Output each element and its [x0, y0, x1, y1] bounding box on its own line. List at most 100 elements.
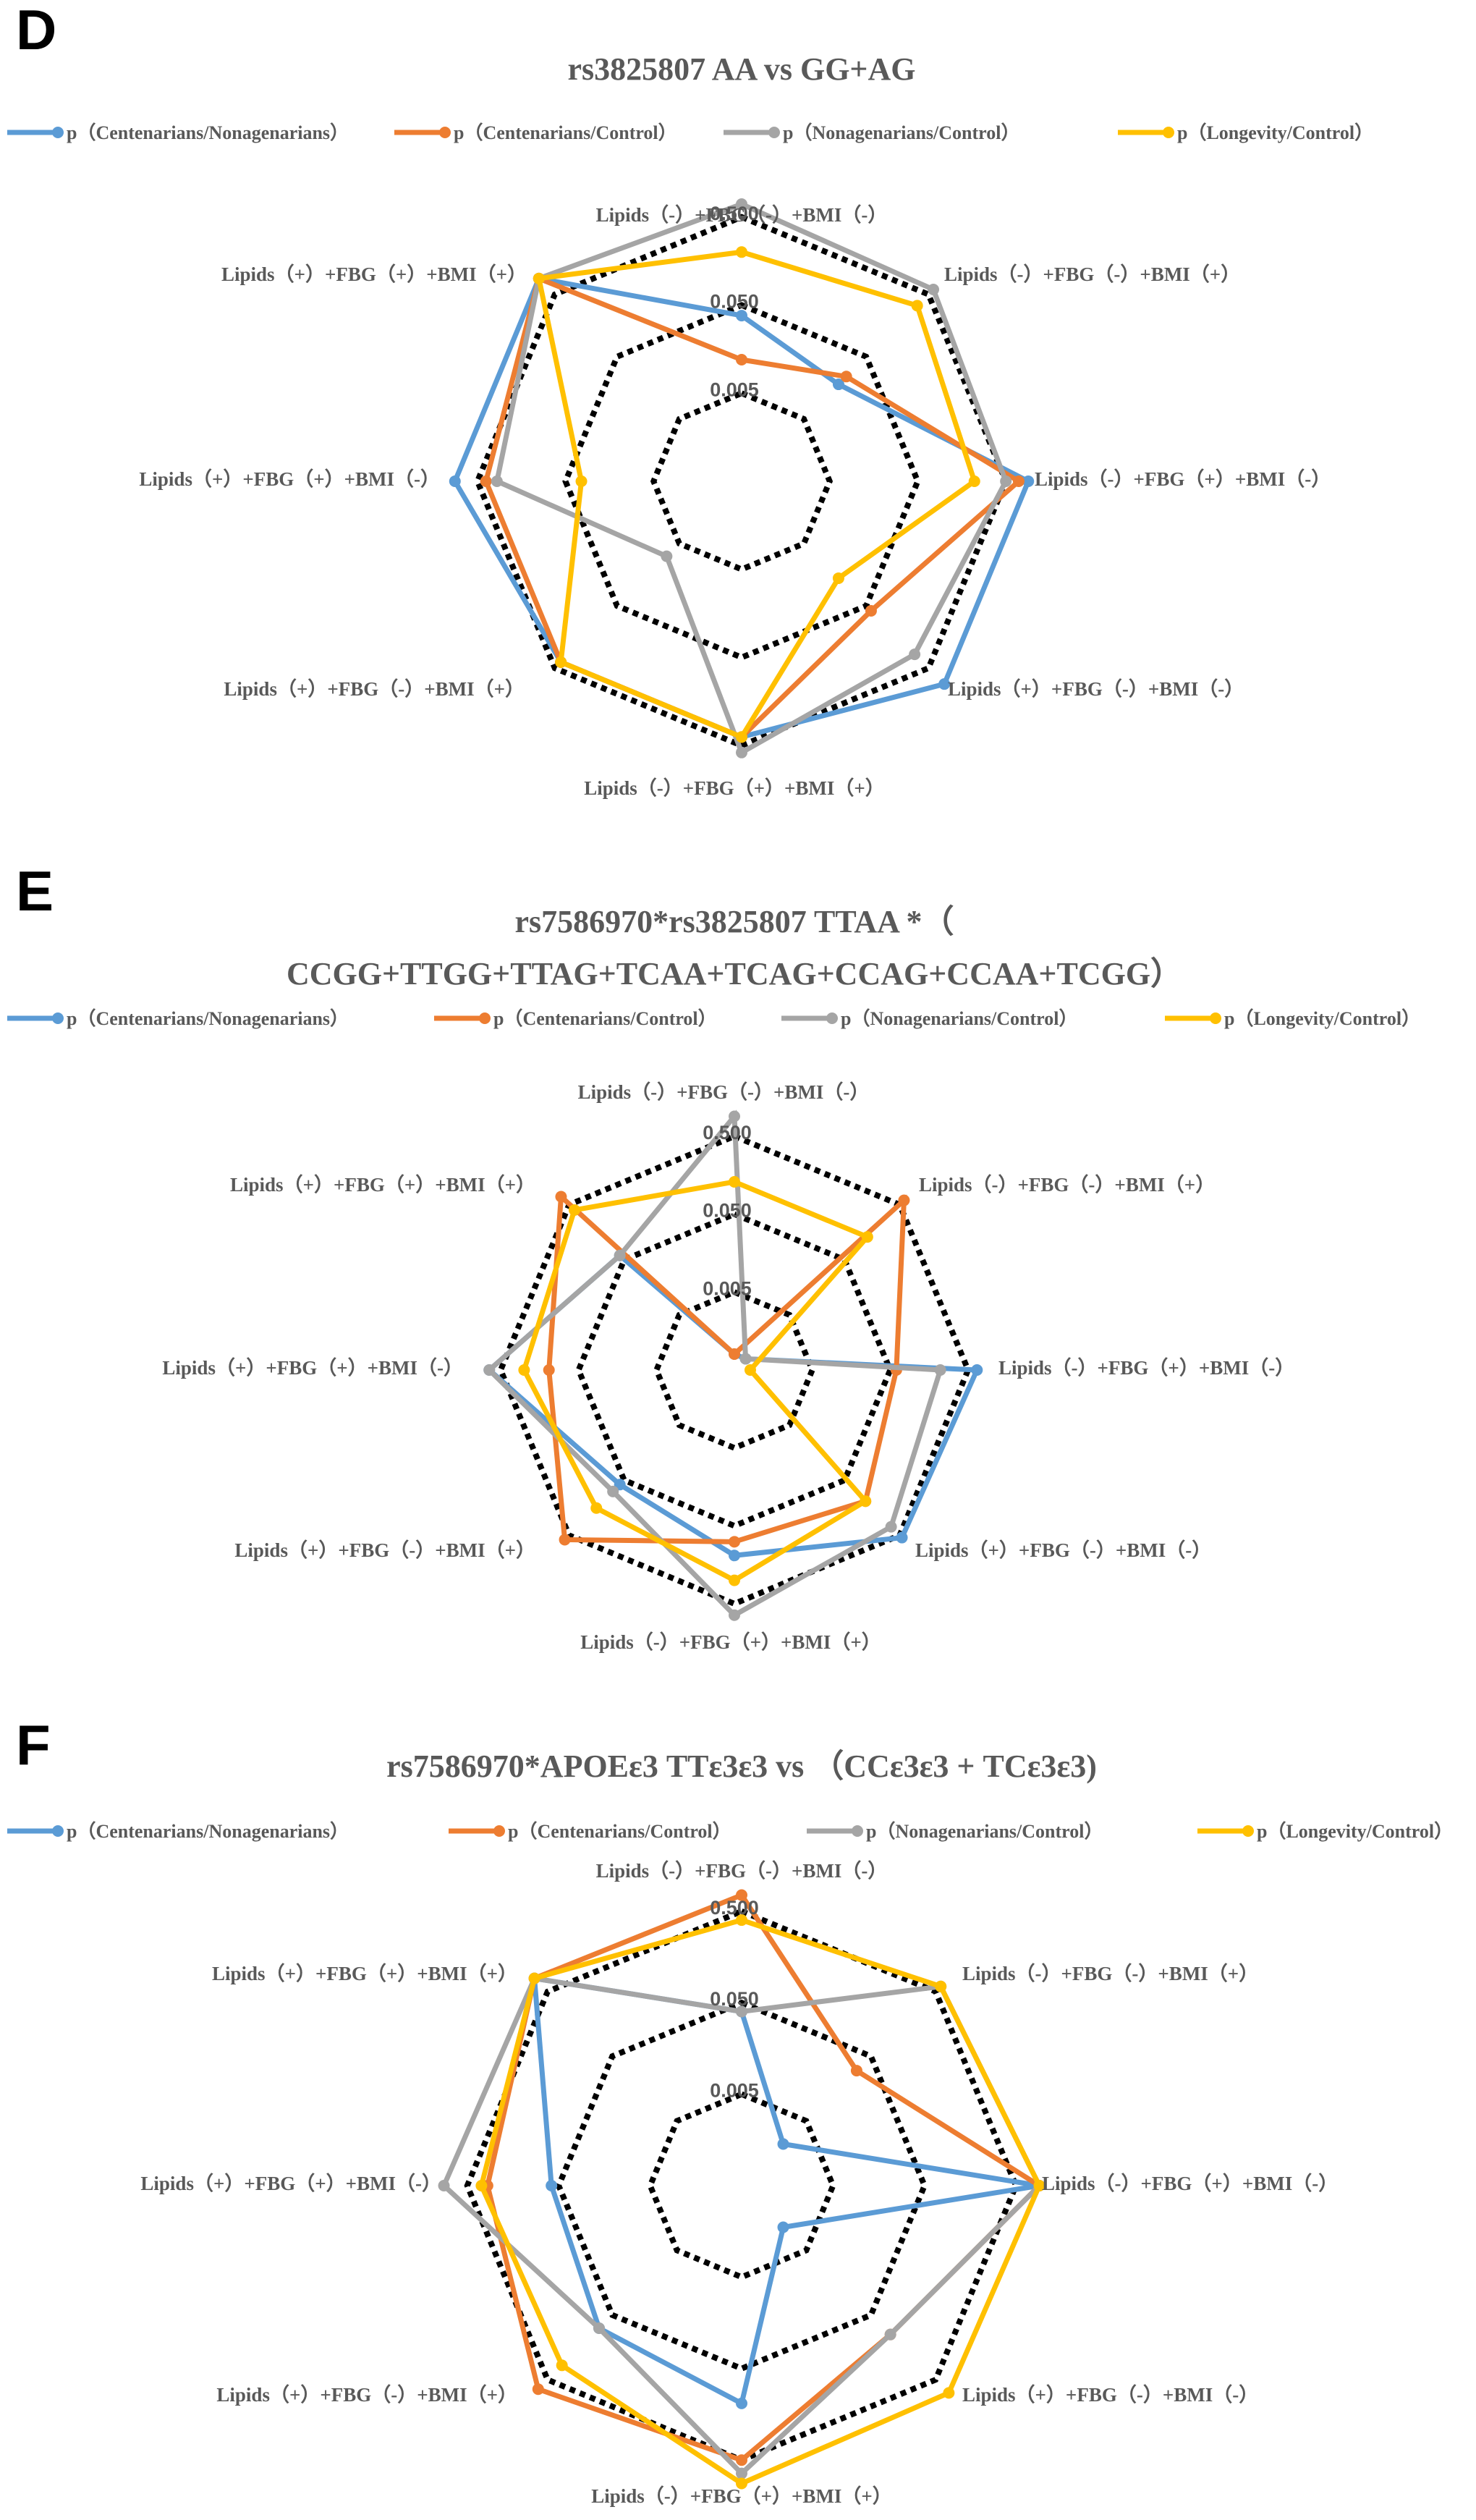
category-label: Lipids（+）+FBG（-）+BMI（+） — [224, 678, 525, 700]
data-point — [556, 2359, 568, 2372]
data-point — [528, 1972, 540, 1984]
legend-entry: p（Nonagenarians/Control） — [724, 122, 1019, 143]
data-point — [736, 746, 747, 758]
legend-entry: p（Longevity/Control） — [1118, 122, 1373, 143]
tick-label: 0.005 — [710, 2080, 759, 2102]
legend-label: p（Longevity/Control） — [1177, 122, 1373, 143]
legend-entry: p（Centenarians/Nonagenarians） — [7, 1008, 349, 1029]
data-point — [555, 1191, 567, 1203]
legend-marker — [52, 127, 64, 138]
category-label: Lipids（+）+FBG（-）+BMI（-） — [948, 678, 1244, 700]
data-point — [885, 1521, 897, 1533]
data-point — [736, 246, 747, 258]
legend-label: p（Nonagenarians/Control） — [866, 1821, 1103, 1842]
series-line — [546, 1191, 907, 1544]
data-point — [971, 1364, 983, 1376]
data-point — [729, 1549, 740, 1562]
legend-marker — [826, 1012, 838, 1024]
data-point — [729, 1110, 740, 1122]
data-point — [1000, 475, 1012, 487]
data-point — [938, 678, 951, 690]
data-point — [575, 475, 588, 487]
series-3 — [483, 1109, 946, 1621]
data-point — [777, 2221, 789, 2233]
data-point — [729, 1348, 740, 1361]
data-point — [911, 300, 923, 312]
legend-label: p（Centenarians/Nonagenarians） — [67, 1821, 349, 1842]
tick-label: 0.500 — [710, 1897, 759, 1919]
category-label: Lipids（-）+FBG（+）+BMI（+） — [591, 2485, 892, 2507]
data-point — [607, 1485, 619, 1497]
legend-marker — [52, 1825, 64, 1837]
legend-label: p（Centenarians/Control） — [454, 122, 677, 143]
data-point — [934, 1364, 946, 1376]
legend-entry: p（Nonagenarians/Control） — [781, 1008, 1077, 1029]
category-label: Lipids（-）+FBG（+）+BMI（+） — [580, 1631, 881, 1653]
legend-marker — [1210, 1012, 1221, 1024]
data-point — [909, 648, 921, 661]
data-point — [1033, 2180, 1046, 2191]
tick-label: 0.500 — [710, 203, 759, 224]
legend-marker — [52, 1012, 64, 1024]
data-point — [850, 2065, 862, 2077]
category-label: Lipids（-）+FBG（-）+BMI（-） — [596, 204, 888, 226]
series-4 — [518, 1175, 873, 1586]
category-label: Lipids（+）+FBG（+）+BMI（-） — [140, 2173, 441, 2194]
data-point — [518, 1364, 530, 1376]
legend-entry: p（Centenarians/Control） — [449, 1821, 731, 1842]
data-point — [661, 550, 673, 562]
data-point — [861, 1231, 873, 1243]
legend-marker — [1242, 1825, 1254, 1837]
data-point — [729, 1536, 740, 1548]
data-point — [438, 2180, 450, 2191]
category-label: Lipids（-）+FBG（+）+BMI（-） — [1035, 468, 1331, 490]
data-point — [491, 475, 503, 487]
legend-label: p（Centenarians/Nonagenarians） — [67, 1008, 349, 1029]
panel-letter: F — [16, 1713, 51, 1777]
legend-entry: p（Centenarians/Nonagenarians） — [7, 1821, 349, 1842]
data-point — [832, 572, 844, 584]
series-2 — [481, 1889, 1046, 2466]
data-point — [739, 1353, 752, 1365]
category-label: Lipids（-）+FBG（-）+BMI（+） — [962, 1963, 1258, 1984]
data-point — [832, 379, 844, 391]
series-4 — [533, 246, 980, 743]
category-label: Lipids（+）+FBG（+）+BMI（+） — [212, 1963, 517, 1984]
data-point — [1022, 475, 1035, 487]
category-label: Lipids（-）+FBG（-）+BMI（-） — [578, 1081, 870, 1103]
category-label: Lipids（-）+FBG（+）+BMI（-） — [998, 1357, 1294, 1379]
category-label: Lipids（-）+FBG（+）+BMI（+） — [584, 777, 885, 799]
tick-label: 0.005 — [703, 1277, 752, 1299]
category-label: Lipids（+）+FBG（+）+BMI（+） — [221, 263, 527, 285]
data-point — [736, 2454, 747, 2466]
category-label: Lipids（+）+FBG（+）+BMI（+） — [230, 1174, 535, 1196]
legend-entry: p（Centenarians/Nonagenarians） — [7, 122, 349, 143]
data-point — [736, 2477, 747, 2490]
data-point — [593, 2322, 605, 2334]
data-point — [896, 1531, 908, 1544]
legend-label: p（Longevity/Control） — [1257, 1821, 1453, 1842]
legend-label: p（Centenarians/Nonagenarians） — [67, 122, 349, 143]
category-label: Lipids（+）+FBG（+）+BMI（-） — [139, 468, 440, 490]
data-point — [736, 1914, 747, 1927]
tick-label: 0.005 — [710, 379, 759, 400]
chart-title: rs7586970*APOEε3 TTε3ε3 vs （CCε3ε3 + TCε… — [386, 1749, 1097, 1784]
category-label: Lipids（-）+FBG（+）+BMI（-） — [1042, 2173, 1338, 2194]
data-point — [729, 1574, 740, 1586]
category-label: Lipids（+）+FBG（-）+BMI（+） — [216, 2384, 517, 2406]
data-point — [543, 1364, 555, 1376]
legend-label: p（Nonagenarians/Control） — [783, 122, 1019, 143]
category-label: Lipids（-）+FBG（-）+BMI（-） — [596, 1860, 888, 1882]
data-point — [1012, 475, 1025, 487]
gridline-octagon — [650, 389, 834, 573]
data-point — [865, 604, 877, 617]
data-point — [614, 1249, 626, 1261]
legend-label: p（Centenarians/Control） — [493, 1008, 717, 1029]
tick-label: 0.500 — [703, 1122, 752, 1143]
legend-entry: p（Longevity/Control） — [1165, 1008, 1420, 1029]
legend-entry: p（Nonagenarians/Control） — [807, 1821, 1103, 1842]
